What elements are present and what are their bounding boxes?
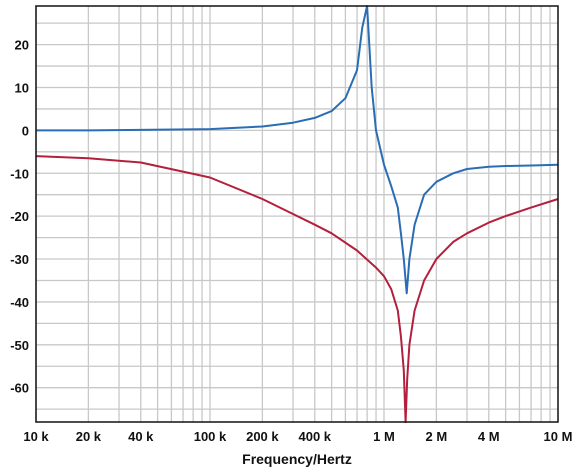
grid [35,6,558,422]
y-tick-label: -20 [10,209,29,224]
x-axis-title: Frequency/Hertz [242,451,352,467]
x-tick-label: 2 M [426,429,448,444]
y-tick-label: -10 [10,166,29,181]
series-line-1 [36,5,559,295]
x-tick-label: 100 k [194,429,227,444]
y-tick-label: -60 [10,381,29,396]
plot-background [36,6,558,422]
y-tick-label: -40 [10,295,29,310]
y-tick-label: 0 [22,123,29,138]
y-tick-labels: 20 10 0 -10 -20 -30 -40 -50 -60 [10,38,29,396]
x-tick-label: 4 M [478,429,500,444]
x-tick-label: 40 k [128,429,154,444]
x-tick-label: 20 k [76,429,102,444]
y-tick-label: -50 [10,338,29,353]
x-tick-label: 400 k [298,429,331,444]
x-tick-label: 1 M [373,429,395,444]
x-tick-labels: 10 k 20 k 40 k 100 k 200 k 400 k 1 M 2 M 4 M 10 M [23,429,572,444]
y-tick-label: 20 [15,38,29,53]
plot-border [35,5,559,423]
y-tick-label: -30 [10,252,29,267]
y-tick-label: 10 [15,80,29,95]
x-tick-label: 200 k [246,429,279,444]
series-line-2 [35,155,559,423]
x-tick-label: 10 k [23,429,49,444]
x-tick-label: 10 M [544,429,573,444]
data-series [35,5,559,423]
